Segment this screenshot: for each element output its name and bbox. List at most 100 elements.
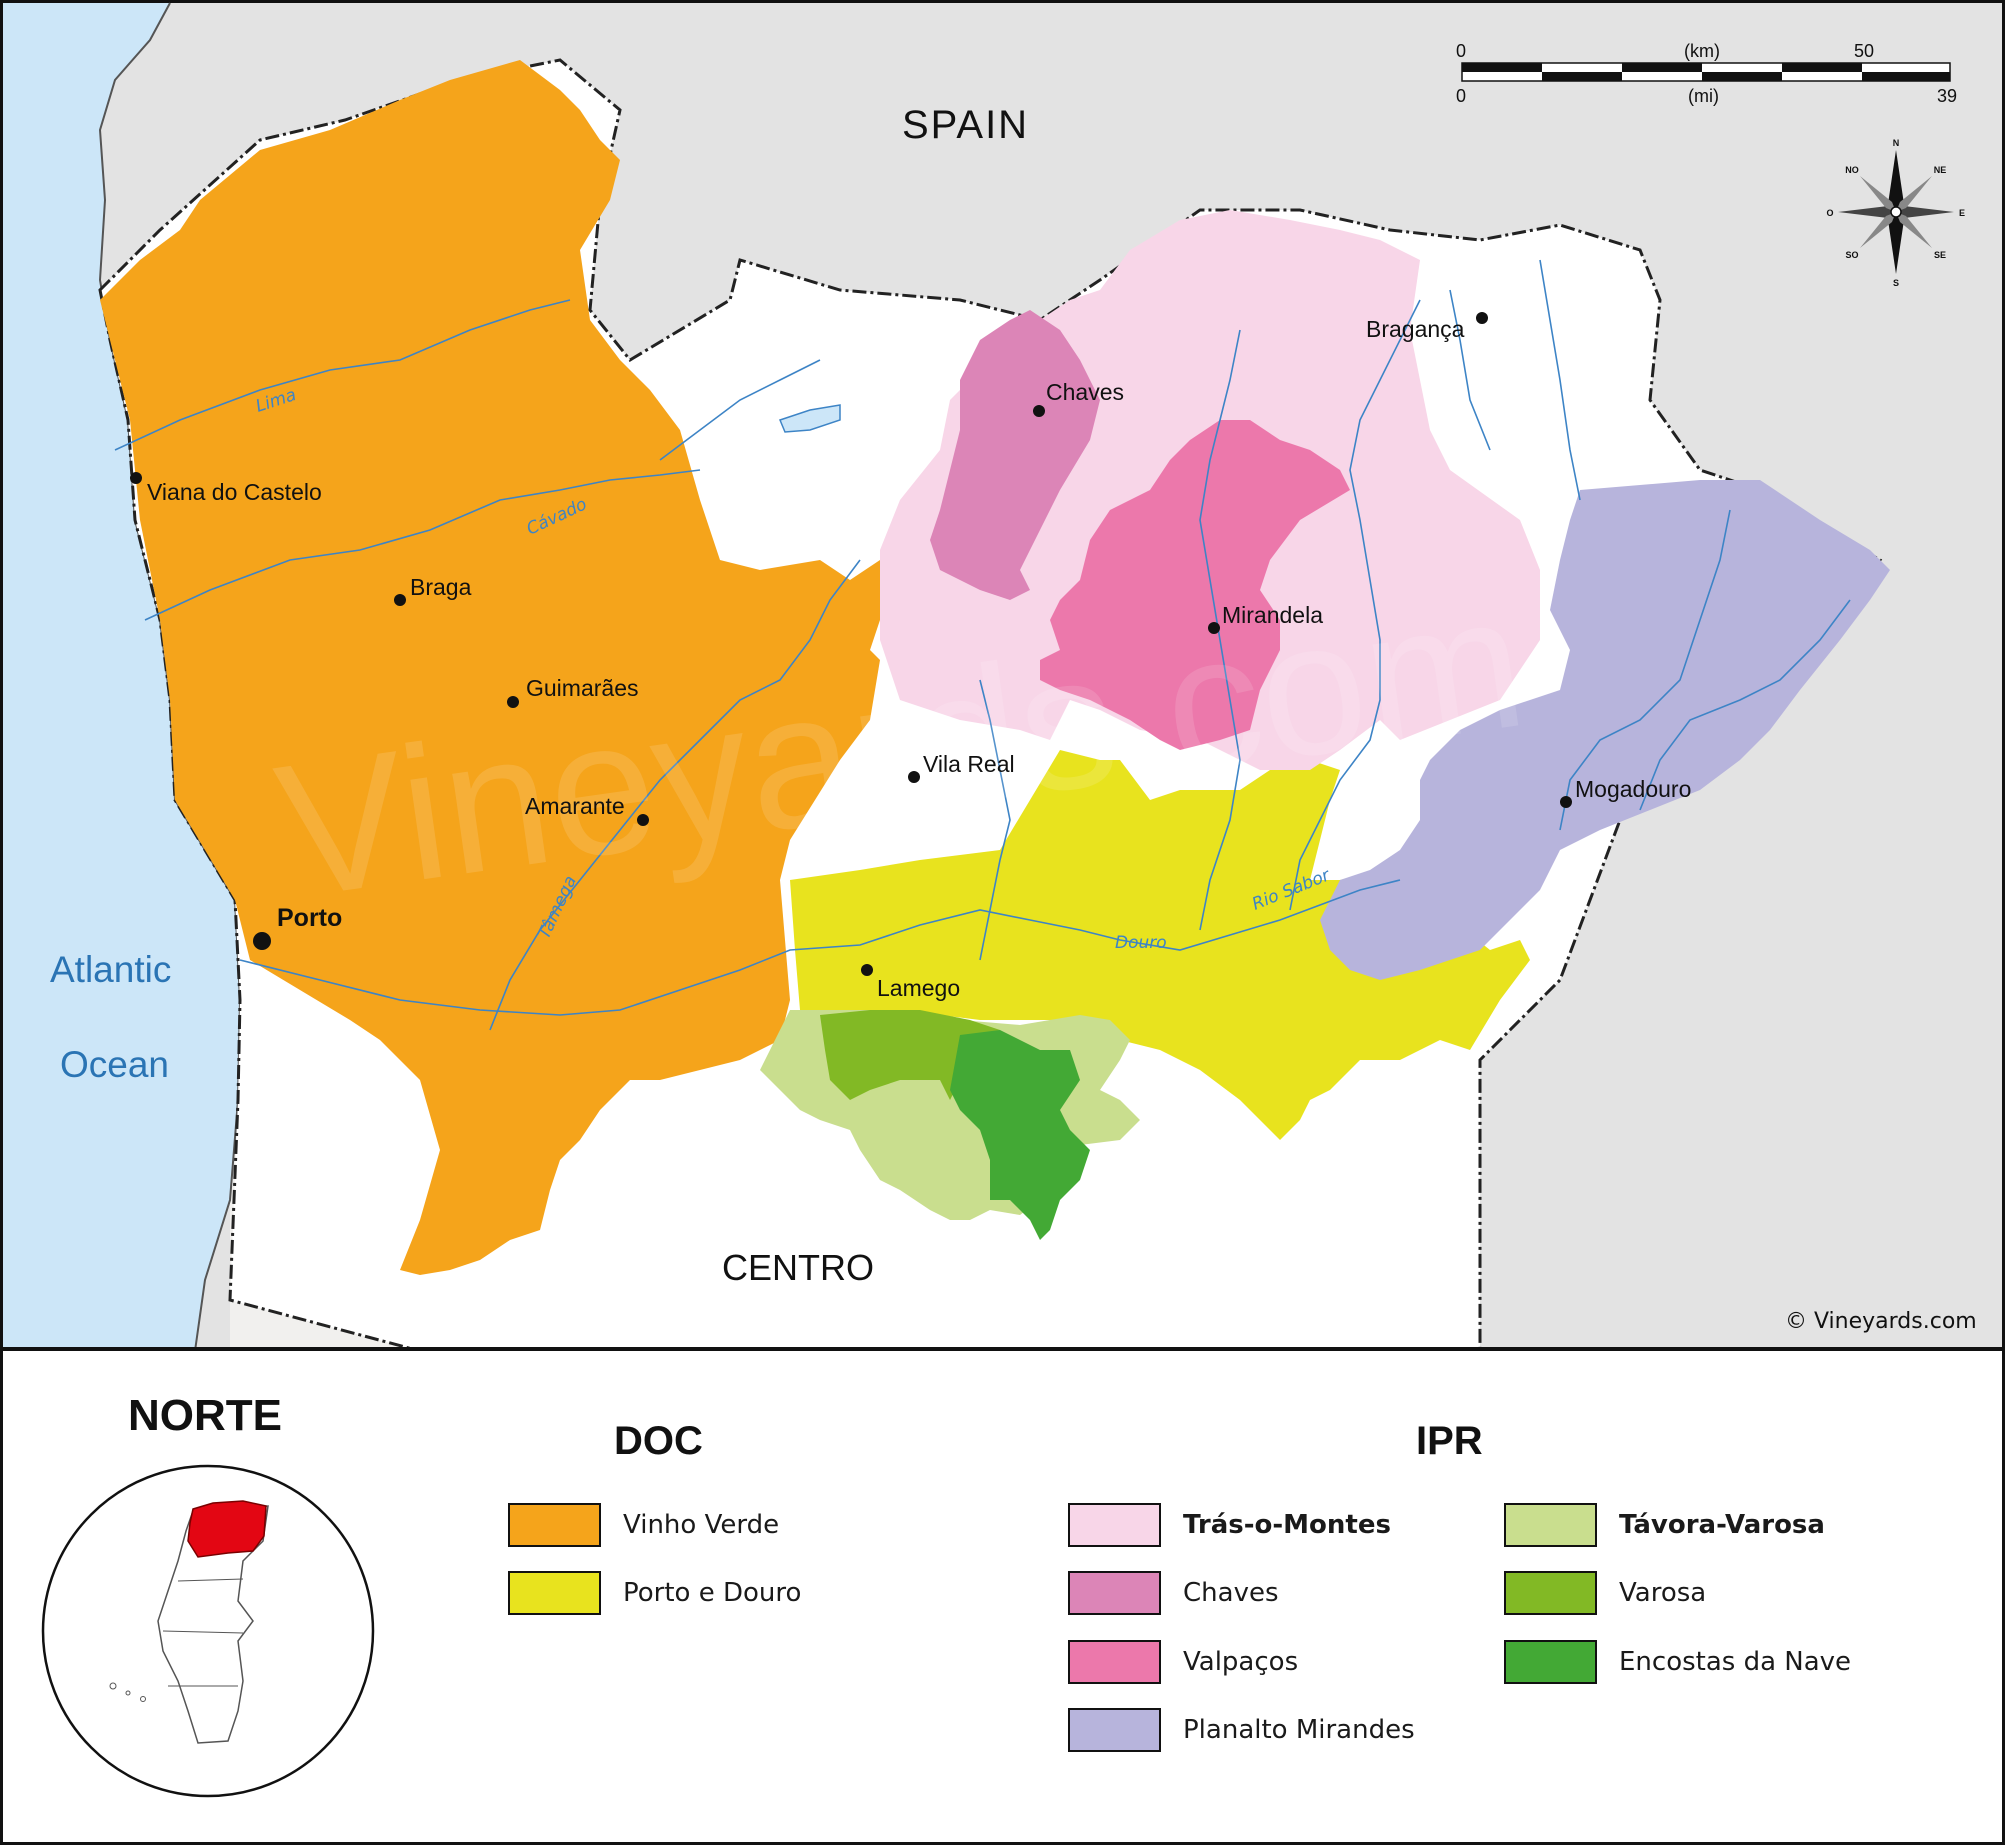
compass-star-icon [1888, 150, 1904, 212]
legend-item-chaves: Chaves [1068, 1569, 1279, 1617]
river-lima [114, 299, 571, 451]
legend-label: Valpaços [1183, 1647, 1299, 1677]
river-cavado [144, 469, 701, 621]
city-markers [130, 312, 1572, 976]
lake [778, 404, 841, 433]
legend-swatch-tavora-varosa [1504, 1503, 1597, 1547]
legend-item-porto-douro: Porto e Douro [508, 1569, 801, 1617]
compass-n: N [1893, 138, 1900, 148]
country-label-spain: SPAIN [902, 103, 1029, 147]
city-marker-guimaraes [507, 696, 519, 708]
city-label-amarante: Amarante [525, 793, 625, 819]
compass-o: O [1826, 208, 1833, 218]
country-label-centro: CENTRO [722, 1247, 874, 1288]
city-label-porto: Porto [277, 904, 342, 932]
legend-swatch-valpacos [1068, 1640, 1161, 1684]
legend-label: Vinho Verde [623, 1510, 780, 1540]
legend-item-encostas-da-nave: Encostas da Nave [1504, 1638, 1851, 1686]
city-label-braga: Braga [410, 574, 472, 600]
city-marker-amarante [637, 814, 649, 826]
legend-item-valpacos: Valpaços [1068, 1638, 1298, 1686]
compass-e: E [1959, 208, 1965, 218]
city-marker-braga [394, 594, 406, 606]
compass-se: SE [1934, 250, 1946, 260]
ocean-area [3, 3, 240, 1351]
copyright: © Vineyards.com [1785, 1309, 1977, 1334]
city-label-chaves: Chaves [1046, 379, 1124, 405]
ocean-label-line2: Ocean [60, 1044, 169, 1085]
ocean-label-line1: Atlantic [50, 949, 171, 990]
legend-swatch-vinho-verde [508, 1503, 601, 1547]
city-marker-porto [253, 932, 271, 950]
legend-label: Chaves [1183, 1578, 1279, 1608]
scale-mi-end: 39 [1937, 86, 1957, 106]
city-marker-mogadouro [1560, 796, 1572, 808]
region-valpacos [1040, 420, 1350, 750]
river-west-trib [659, 359, 821, 461]
city-label-lamego: Lamego [877, 975, 960, 1001]
river-sabor [1289, 299, 1421, 911]
region-chaves [930, 310, 1100, 600]
scale-km-start: 0 [1456, 41, 1466, 61]
scale-bar: 0 (km) 50 0 (mi) 39 [1456, 41, 1957, 106]
legend-item-varosa: Varosa [1504, 1569, 1706, 1617]
city-marker-mirandela [1208, 622, 1220, 634]
legend-swatch-porto-douro [508, 1571, 601, 1615]
compass-s: S [1893, 278, 1899, 288]
legend-label: Encostas da Nave [1619, 1647, 1852, 1677]
city-marker-vila-real [908, 771, 920, 783]
legend-swatch-varosa [1504, 1571, 1597, 1615]
city-marker-lamego [861, 964, 873, 976]
river-network [114, 259, 1851, 1031]
legend-swatch-chaves [1068, 1571, 1161, 1615]
inset-portugal-outline [157, 1505, 269, 1744]
river-tua [1199, 329, 1241, 931]
scale-mi-unit: (mi) [1688, 86, 1719, 106]
city-label-vila-real: Vila Real [923, 751, 1015, 777]
city-label-mogadouro: Mogadouro [1575, 776, 1691, 802]
river-north-1 [1539, 259, 1581, 501]
legend-label: Planalto Mirandes [1183, 1715, 1415, 1745]
legend-label: Porto e Douro [623, 1578, 802, 1608]
region-vinho-verde [100, 60, 890, 1275]
river-douro [239, 879, 1401, 1016]
compass-rose: N S E O NE NO SE SO [1826, 138, 1965, 288]
legend-item-planalto-mirandes: Planalto Mirandes [1068, 1706, 1415, 1754]
legend-swatch-tras-os-montes [1068, 1503, 1161, 1547]
river-north-2 [1449, 289, 1491, 451]
river-label-douro: Douro [1115, 933, 1167, 953]
river-tamega [489, 559, 861, 1031]
city-label-guimaraes: Guimarães [526, 675, 638, 701]
compass-no: NO [1845, 165, 1859, 175]
legend-item-tras-os-montes: Trás-o-Montes [1068, 1501, 1391, 1549]
legend-label: Távora-Varosa [1619, 1510, 1825, 1540]
city-label-mirandela: Mirandela [1222, 602, 1323, 628]
scale-mi-start: 0 [1456, 86, 1466, 106]
legend-panel: NORTE DOC IPR Vinho Verde Porto e Douro … [0, 1351, 2005, 1845]
legend-label: Varosa [1619, 1578, 1707, 1608]
legend-swatch-planalto-mirandes [1068, 1708, 1161, 1752]
city-labels: Viana do Castelo Braga Guimarães Amarant… [147, 316, 1691, 1001]
legend-swatch-encostas-da-nave [1504, 1640, 1597, 1684]
river-east-1 [1559, 509, 1731, 831]
city-label-viana: Viana do Castelo [147, 479, 322, 505]
city-marker-braganca [1476, 312, 1488, 324]
region-encostas-da-nave [950, 1030, 1090, 1240]
legend-item-tavora-varosa: Távora-Varosa [1504, 1501, 1825, 1549]
river-corgo [979, 679, 1011, 961]
region-porto-douro [790, 750, 1530, 1140]
city-label-braganca: Bragança [1366, 316, 1465, 342]
region-title: NORTE [128, 1391, 282, 1440]
compass-so: SO [1845, 250, 1858, 260]
inset-norte-highlight [187, 1500, 267, 1558]
legend-label: Trás-o-Montes [1183, 1510, 1391, 1540]
legend-item-vinho-verde: Vinho Verde [508, 1501, 779, 1549]
compass-ne: NE [1934, 165, 1947, 175]
river-east-2 [1639, 599, 1851, 811]
inset-locator-map [41, 1464, 375, 1798]
region-planalto-mirandes [1320, 480, 1890, 980]
ipr-heading: IPR [1416, 1419, 1483, 1463]
doc-heading: DOC [614, 1419, 703, 1463]
city-marker-viana [130, 472, 142, 484]
